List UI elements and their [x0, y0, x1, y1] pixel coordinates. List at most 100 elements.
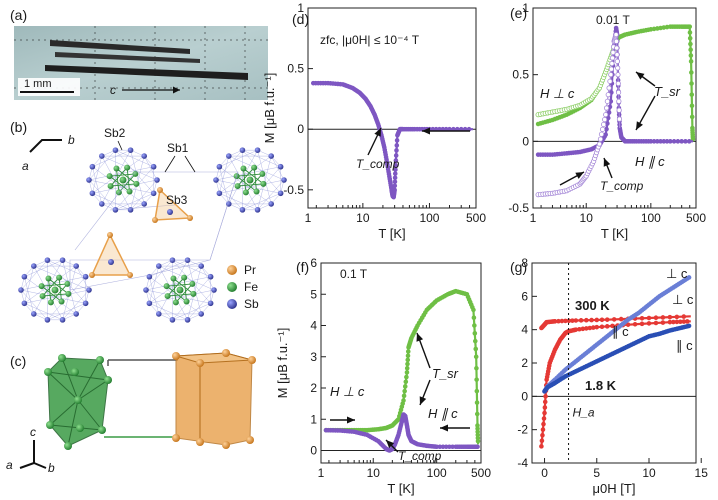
data-point: [392, 183, 398, 189]
data-point: [607, 78, 613, 84]
data-point: [472, 338, 478, 344]
data-point: [539, 438, 545, 444]
data-point: [539, 444, 544, 449]
data-point: [604, 98, 610, 104]
data-point: [402, 388, 407, 394]
data-point: [578, 318, 584, 323]
x-tick-label: 10: [356, 211, 370, 225]
axis-a: a: [22, 159, 29, 173]
axis-c-b: b: [48, 461, 55, 475]
panel-label-e: (e): [510, 5, 527, 21]
axis-b: b: [68, 133, 75, 147]
data-point: [667, 314, 673, 320]
panel-a-label: (a): [10, 7, 27, 23]
data-point: [684, 319, 690, 324]
data-point: [632, 321, 638, 327]
text-label-perp-blue: ⊥ c: [666, 266, 688, 281]
y-tick-label: 1: [522, 1, 529, 15]
data-point: [403, 379, 409, 385]
y-tick-label: -0.5: [283, 183, 304, 197]
x-tick-label: 10: [580, 211, 594, 225]
data-point: [596, 141, 603, 147]
arrow-head: [603, 158, 611, 167]
data-point: [404, 370, 410, 375]
data-point: [608, 72, 614, 78]
y-tick-label: 0: [297, 122, 304, 136]
data-point: [639, 321, 645, 327]
panel-c-label: (c): [10, 353, 26, 369]
y-tick-label: 3: [310, 350, 317, 364]
data-point: [392, 171, 398, 176]
data-point: [616, 98, 622, 104]
panel-b: (b) a b Sb2 Sb1 Sb3 Pr Fe Sb: [10, 119, 287, 323]
data-point: [688, 53, 694, 58]
data-point: [616, 116, 623, 122]
data-point: [604, 324, 610, 329]
photo-grid: [14, 26, 268, 100]
data-point: [589, 317, 594, 323]
data-point: [674, 314, 680, 320]
data-point: [687, 30, 693, 35]
legend-label-sb: Sb: [244, 297, 259, 311]
data-point: [686, 139, 692, 144]
x-tick-label: 5: [593, 466, 600, 480]
y-tick-label: 6: [310, 256, 317, 270]
data-point: [671, 139, 677, 144]
data-point: [686, 323, 692, 329]
fe-sb-icosahedron: [44, 354, 112, 450]
x-tick-label: 10: [642, 466, 656, 480]
data-point: [392, 175, 398, 180]
data-point: [606, 85, 612, 91]
legend-label-pr: Pr: [244, 263, 256, 277]
data-point: [541, 421, 546, 427]
data-point: [542, 410, 547, 416]
plot-frame-d: [307, 7, 477, 209]
annotation-e: 0.01 T: [596, 13, 630, 27]
data-point: [609, 55, 616, 61]
data-point: [472, 323, 477, 328]
data-point: [683, 139, 688, 144]
legend-swatch-pr: [227, 265, 237, 275]
panel-b-label: (b): [10, 119, 27, 135]
arrow-head: [422, 127, 430, 135]
text-label-ha: H_a: [573, 405, 595, 419]
data-point: [603, 132, 608, 137]
data-point: [675, 139, 681, 144]
data-point: [472, 331, 478, 336]
text-label-hpar-e: H ∥ c: [635, 154, 665, 169]
data-point: [687, 35, 693, 41]
data-point: [616, 107, 622, 113]
arrow-head: [419, 396, 427, 405]
sb-network: [69, 171, 239, 291]
y-tick-label: 2: [521, 356, 528, 370]
data-point: [687, 24, 693, 29]
c-axis-label: c: [110, 83, 116, 97]
arrow-head: [440, 424, 448, 432]
data-point: [473, 346, 479, 352]
data-point: [604, 317, 610, 322]
legend-swatch-sb: [227, 299, 237, 309]
label-sb2: Sb2: [104, 126, 126, 140]
data-point: [405, 349, 411, 354]
arrow-head: [347, 416, 355, 424]
data-point: [653, 320, 659, 326]
arrow-head: [636, 72, 645, 80]
data-point: [615, 72, 621, 78]
data-point: [660, 320, 666, 325]
data-point: [405, 353, 411, 359]
data-point: [475, 444, 480, 450]
data-point: [474, 400, 480, 405]
text-label-1p8k: 1.8 K: [585, 378, 617, 393]
arrow-head: [575, 172, 584, 179]
text-label-tsr-e: T_sr: [654, 84, 681, 99]
data-point: [646, 321, 652, 326]
annotation-d: zfc, |μ0H| ≤ 10⁻⁴ T: [320, 33, 420, 47]
data-point: [597, 136, 604, 142]
pr-triangles: [89, 187, 193, 278]
text-label-hpar-f: H ∥ c: [428, 406, 458, 421]
plot-frame-f: [320, 262, 482, 464]
text-label-tcomp-f: T_comp: [398, 449, 442, 463]
data-point: [542, 399, 548, 405]
